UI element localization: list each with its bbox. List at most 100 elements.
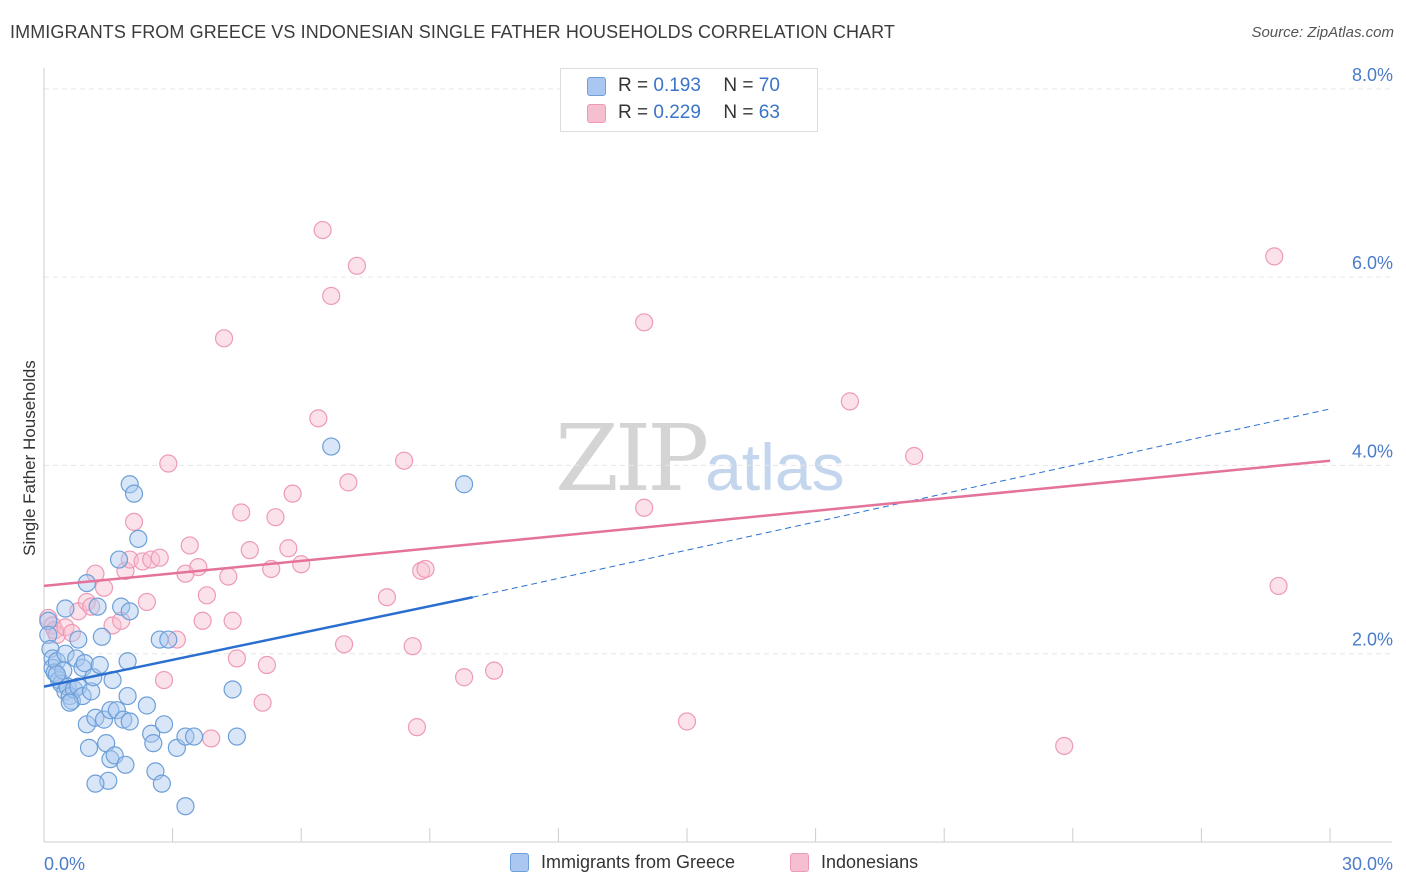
greece-point xyxy=(60,693,79,712)
greece-point xyxy=(79,738,99,757)
legend-r-label: R = xyxy=(618,75,649,96)
indonesians-point xyxy=(347,256,367,275)
greece-point xyxy=(112,597,131,616)
y-tick-label: 2.0% xyxy=(1352,630,1393,650)
indonesians-point xyxy=(82,597,101,616)
indonesians-point xyxy=(485,661,504,680)
greece-point xyxy=(39,625,58,644)
indonesians-point xyxy=(193,611,212,630)
indonesians-point xyxy=(240,541,259,560)
bottom-legend-label-greece: Immigrants from Greece xyxy=(541,852,736,872)
indonesians-point xyxy=(407,718,427,737)
greece-point xyxy=(47,665,66,684)
y-tick-label: 8.0% xyxy=(1352,65,1393,85)
greece-point xyxy=(86,774,105,793)
indonesians-point xyxy=(227,649,246,668)
greece-point xyxy=(56,644,75,663)
greece-point xyxy=(454,475,474,494)
bottom-legend-indonesians: Indonesians xyxy=(790,852,918,873)
x-tick-label: 0.0% xyxy=(44,854,85,874)
indonesians-point xyxy=(103,616,122,635)
indonesians-trend-line xyxy=(43,459,1331,588)
legend-n-label: N = xyxy=(723,75,754,96)
indonesians-point xyxy=(232,503,251,522)
greece-trend-line xyxy=(43,595,473,688)
legend-swatch-indonesians xyxy=(587,103,606,123)
legend: R = 0.193 N = 70 R = 0.229 N = 63 xyxy=(560,68,818,132)
greece-point xyxy=(120,602,139,621)
greece-point xyxy=(39,611,58,630)
indonesians-point xyxy=(189,557,208,577)
greece-point xyxy=(120,712,139,731)
greece-point xyxy=(82,682,101,701)
greece-point xyxy=(107,701,126,720)
greece-point xyxy=(109,550,129,569)
indonesians-point xyxy=(309,409,328,428)
legend-r-indonesians: 0.229 xyxy=(653,102,701,123)
indonesians-point xyxy=(283,484,302,503)
indonesians-point xyxy=(202,729,221,748)
watermark: ZIPatlas xyxy=(555,405,845,512)
indonesians-point xyxy=(1265,247,1284,266)
greece-point xyxy=(144,734,163,753)
watermark-zip: ZIP xyxy=(555,405,709,512)
indonesians-point xyxy=(292,555,311,574)
indonesians-point xyxy=(677,712,697,731)
bottom-legend-swatch-indonesians xyxy=(790,853,809,872)
indonesians-point xyxy=(257,655,277,675)
chart-title: IMMIGRANTS FROM GREECE VS INDONESIAN SIN… xyxy=(10,22,896,42)
indonesians-point xyxy=(219,567,238,586)
greece-point xyxy=(88,597,107,616)
greece-point xyxy=(90,655,109,675)
indonesians-point xyxy=(1269,576,1288,596)
greece-point xyxy=(101,701,120,720)
greece-point xyxy=(124,484,144,503)
greece-point xyxy=(92,627,111,646)
indonesians-point xyxy=(253,693,272,712)
greece-trend-extension xyxy=(472,408,1331,598)
greece-point xyxy=(120,475,139,494)
y-tick-label: 6.0% xyxy=(1352,253,1393,273)
indonesians-point xyxy=(214,329,234,348)
indonesians-point xyxy=(62,623,81,643)
legend-n-indonesians: 63 xyxy=(758,102,780,123)
greece-point xyxy=(152,774,171,793)
bottom-legend-greece: Immigrants from Greece xyxy=(510,852,735,873)
greece-point xyxy=(137,696,156,715)
indonesians-point xyxy=(124,512,144,532)
x-tick-label: 30.0% xyxy=(1342,854,1393,874)
source-label: Source: ZipAtlas.com xyxy=(1251,24,1394,41)
indonesians-point xyxy=(266,508,285,527)
indonesians-point xyxy=(154,670,174,690)
y-tick-label: 4.0% xyxy=(1352,441,1393,461)
indonesians-point xyxy=(313,220,332,240)
legend-row-greece: R = 0.193 N = 70 xyxy=(587,73,780,99)
greece-point xyxy=(184,727,204,746)
greece-point xyxy=(75,654,94,673)
greece-point xyxy=(69,630,88,649)
indonesians-point xyxy=(377,588,397,607)
greece-point xyxy=(154,715,174,734)
indonesians-point xyxy=(1055,736,1074,756)
indonesians-point xyxy=(334,635,354,654)
indonesians-point xyxy=(840,392,859,411)
legend-swatch-greece xyxy=(587,76,606,96)
legend-n-greece: 70 xyxy=(758,75,780,96)
indonesians-point xyxy=(454,668,474,687)
legend-row-indonesians: R = 0.229 N = 63 xyxy=(587,100,780,126)
indonesians-point xyxy=(403,637,422,656)
greece-point xyxy=(116,755,135,774)
indonesians-point xyxy=(394,451,414,470)
indonesians-point xyxy=(339,473,358,492)
greece-point xyxy=(223,680,242,699)
legend-r-greece: 0.193 xyxy=(653,75,701,96)
indonesians-point xyxy=(116,561,135,580)
greece-point xyxy=(67,649,86,668)
greece-point xyxy=(56,599,75,618)
indonesians-point xyxy=(150,548,169,567)
greece-point xyxy=(176,797,195,816)
greece-point xyxy=(94,710,114,729)
indonesians-point xyxy=(416,559,435,579)
greece-point xyxy=(129,529,148,548)
